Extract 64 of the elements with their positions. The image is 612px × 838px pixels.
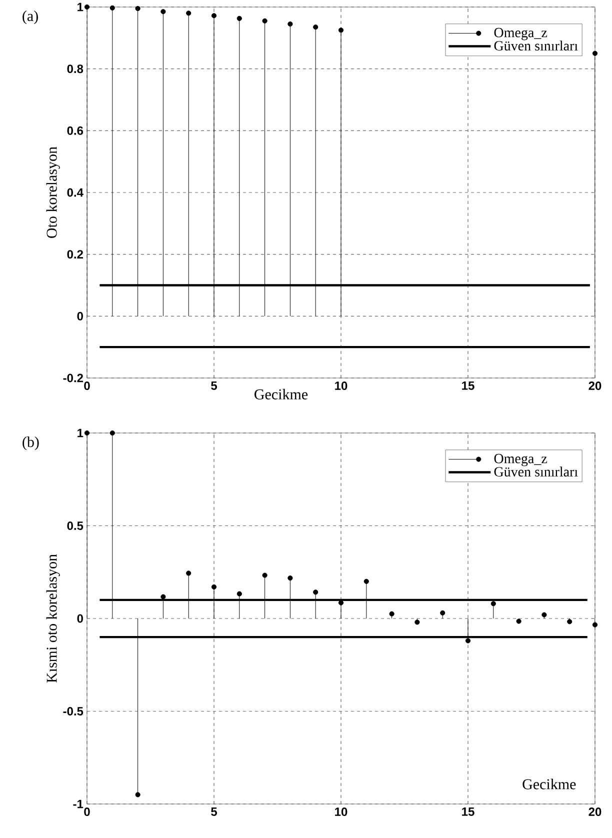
point [288,576,293,581]
point [262,18,268,24]
x-tick-label: 10 [335,808,348,816]
point [236,591,242,596]
y-tick-label: -0.5 [63,707,84,716]
point [236,16,242,21]
point [160,594,166,600]
point [211,13,217,18]
point [389,611,394,616]
point [211,584,217,590]
y-tick-label: 0.2 [67,250,83,259]
legend-label: Güven sınırları [494,466,578,477]
x-tick-label: 20 [588,808,602,816]
y-tick-label: 0.4 [67,188,84,197]
point [110,430,115,436]
x-tick-label: 10 [335,382,348,390]
y-tick-label: 1 [78,428,84,438]
point [313,590,318,595]
y-axis-title: Kısmi oto korelasyon [46,554,60,683]
point [262,572,268,578]
y-tick-label: -0.2 [63,374,83,382]
point [135,6,140,12]
point [490,601,496,606]
point [313,24,318,30]
point [84,4,90,10]
y-tick-label: 0.5 [67,522,84,530]
point [186,570,192,576]
legend-label: Omega_z [494,454,547,466]
point [567,619,572,624]
x-tick-label: 15 [462,382,474,390]
point [84,430,90,436]
point [414,620,420,625]
point [160,9,166,14]
y-tick-label: 0.6 [67,126,84,135]
y-tick-label: 0 [77,614,83,623]
x-tick-label: 0 [84,382,90,390]
x-axis-title: Gecikme [522,778,576,790]
point [592,50,598,56]
x-axis-title: Gecikme [254,388,308,400]
point [592,622,598,628]
y-tick-label: 0 [77,312,83,320]
x-tick-label: 5 [211,808,217,816]
y-tick-label: -1 [73,800,84,808]
point [338,28,344,33]
point [542,612,547,618]
x-tick-label: 20 [588,382,602,390]
text: (b) [22,436,39,450]
x-tick-label: 15 [462,808,474,816]
x-tick-label: 0 [84,808,90,816]
legend-label: Omega_z [494,28,547,40]
x-tick-label: 5 [211,382,217,390]
point [288,21,293,27]
point [364,578,369,584]
point [110,5,115,10]
point [440,610,446,616]
point [135,792,140,798]
point [516,618,522,624]
y-tick-label: 0.8 [67,64,84,74]
y-axis-title: Oto korelasyon [46,146,60,238]
legend-label: Güven sınırları [494,40,578,51]
point [186,10,192,16]
point [465,638,471,644]
y-tick-label: 1 [78,2,84,12]
text: (a) [22,10,38,24]
